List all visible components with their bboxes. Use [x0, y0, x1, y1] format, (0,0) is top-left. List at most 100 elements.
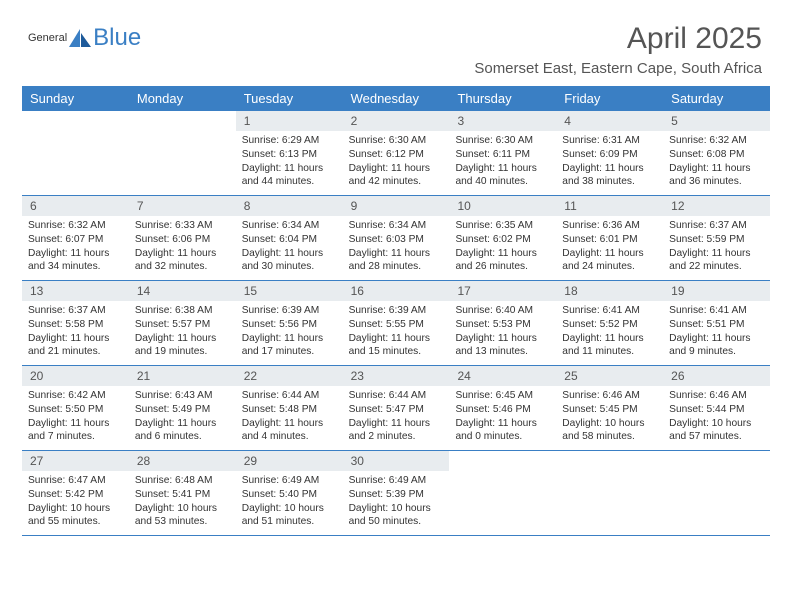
calendar-header-cell: Saturday	[663, 86, 770, 111]
calendar-day-cell: 15Sunrise: 6:39 AMSunset: 5:56 PMDayligh…	[236, 281, 343, 365]
day-number: 13	[22, 281, 129, 301]
day-body: Sunrise: 6:46 AMSunset: 5:45 PMDaylight:…	[556, 386, 663, 448]
day-body: Sunrise: 6:39 AMSunset: 5:56 PMDaylight:…	[236, 301, 343, 363]
day-number: 10	[449, 196, 556, 216]
calendar-day-cell: 25Sunrise: 6:46 AMSunset: 5:45 PMDayligh…	[556, 366, 663, 450]
day-number: 6	[22, 196, 129, 216]
calendar-day-cell: 24Sunrise: 6:45 AMSunset: 5:46 PMDayligh…	[449, 366, 556, 450]
calendar-day-cell: 3Sunrise: 6:30 AMSunset: 6:11 PMDaylight…	[449, 111, 556, 195]
day-body: Sunrise: 6:30 AMSunset: 6:12 PMDaylight:…	[343, 131, 450, 193]
calendar-day-cell: 14Sunrise: 6:38 AMSunset: 5:57 PMDayligh…	[129, 281, 236, 365]
day-body: Sunrise: 6:37 AMSunset: 5:58 PMDaylight:…	[22, 301, 129, 363]
day-number: 18	[556, 281, 663, 301]
calendar-header-row: SundayMondayTuesdayWednesdayThursdayFrid…	[22, 86, 770, 111]
day-number: 17	[449, 281, 556, 301]
day-body: Sunrise: 6:45 AMSunset: 5:46 PMDaylight:…	[449, 386, 556, 448]
day-number: 8	[236, 196, 343, 216]
calendar-day-cell	[556, 451, 663, 535]
day-body: Sunrise: 6:41 AMSunset: 5:51 PMDaylight:…	[663, 301, 770, 363]
day-number: 15	[236, 281, 343, 301]
calendar-day-cell: 16Sunrise: 6:39 AMSunset: 5:55 PMDayligh…	[343, 281, 450, 365]
calendar-week-row: 27Sunrise: 6:47 AMSunset: 5:42 PMDayligh…	[22, 451, 770, 536]
calendar-day-cell: 17Sunrise: 6:40 AMSunset: 5:53 PMDayligh…	[449, 281, 556, 365]
calendar-day-cell: 29Sunrise: 6:49 AMSunset: 5:40 PMDayligh…	[236, 451, 343, 535]
calendar-week-row: 20Sunrise: 6:42 AMSunset: 5:50 PMDayligh…	[22, 366, 770, 451]
calendar-day-cell: 18Sunrise: 6:41 AMSunset: 5:52 PMDayligh…	[556, 281, 663, 365]
day-number: 29	[236, 451, 343, 471]
calendar-day-cell: 21Sunrise: 6:43 AMSunset: 5:49 PMDayligh…	[129, 366, 236, 450]
calendar-day-cell: 4Sunrise: 6:31 AMSunset: 6:09 PMDaylight…	[556, 111, 663, 195]
calendar-day-cell: 26Sunrise: 6:46 AMSunset: 5:44 PMDayligh…	[663, 366, 770, 450]
logo-text-blue: Blue	[93, 24, 141, 52]
day-body: Sunrise: 6:35 AMSunset: 6:02 PMDaylight:…	[449, 216, 556, 278]
day-body: Sunrise: 6:31 AMSunset: 6:09 PMDaylight:…	[556, 131, 663, 193]
day-number: 3	[449, 111, 556, 131]
day-body: Sunrise: 6:37 AMSunset: 5:59 PMDaylight:…	[663, 216, 770, 278]
calendar-header-cell: Friday	[556, 86, 663, 111]
calendar-day-cell: 13Sunrise: 6:37 AMSunset: 5:58 PMDayligh…	[22, 281, 129, 365]
calendar-day-cell: 27Sunrise: 6:47 AMSunset: 5:42 PMDayligh…	[22, 451, 129, 535]
calendar-day-cell: 9Sunrise: 6:34 AMSunset: 6:03 PMDaylight…	[343, 196, 450, 280]
calendar-day-cell: 6Sunrise: 6:32 AMSunset: 6:07 PMDaylight…	[22, 196, 129, 280]
day-number: 19	[663, 281, 770, 301]
day-body: Sunrise: 6:47 AMSunset: 5:42 PMDaylight:…	[22, 471, 129, 533]
calendar-day-cell: 22Sunrise: 6:44 AMSunset: 5:48 PMDayligh…	[236, 366, 343, 450]
calendar-header-cell: Tuesday	[236, 86, 343, 111]
day-body: Sunrise: 6:32 AMSunset: 6:07 PMDaylight:…	[22, 216, 129, 278]
day-body: Sunrise: 6:29 AMSunset: 6:13 PMDaylight:…	[236, 131, 343, 193]
day-number: 16	[343, 281, 450, 301]
day-number: 14	[129, 281, 236, 301]
calendar-day-cell: 7Sunrise: 6:33 AMSunset: 6:06 PMDaylight…	[129, 196, 236, 280]
calendar-header-cell: Thursday	[449, 86, 556, 111]
calendar-day-cell: 11Sunrise: 6:36 AMSunset: 6:01 PMDayligh…	[556, 196, 663, 280]
calendar-header-cell: Wednesday	[343, 86, 450, 111]
day-body: Sunrise: 6:34 AMSunset: 6:03 PMDaylight:…	[343, 216, 450, 278]
day-body: Sunrise: 6:32 AMSunset: 6:08 PMDaylight:…	[663, 131, 770, 193]
calendar: SundayMondayTuesdayWednesdayThursdayFrid…	[22, 86, 770, 536]
day-number: 21	[129, 366, 236, 386]
calendar-day-cell: 23Sunrise: 6:44 AMSunset: 5:47 PMDayligh…	[343, 366, 450, 450]
day-number: 28	[129, 451, 236, 471]
day-body: Sunrise: 6:39 AMSunset: 5:55 PMDaylight:…	[343, 301, 450, 363]
day-number: 11	[556, 196, 663, 216]
calendar-day-cell: 20Sunrise: 6:42 AMSunset: 5:50 PMDayligh…	[22, 366, 129, 450]
day-body: Sunrise: 6:49 AMSunset: 5:39 PMDaylight:…	[343, 471, 450, 533]
day-number: 12	[663, 196, 770, 216]
day-number: 20	[22, 366, 129, 386]
day-number: 30	[343, 451, 450, 471]
day-number: 2	[343, 111, 450, 131]
day-number: 5	[663, 111, 770, 131]
day-number: 24	[449, 366, 556, 386]
day-body: Sunrise: 6:42 AMSunset: 5:50 PMDaylight:…	[22, 386, 129, 448]
day-number: 7	[129, 196, 236, 216]
day-body: Sunrise: 6:46 AMSunset: 5:44 PMDaylight:…	[663, 386, 770, 448]
logo-text-general: General	[28, 32, 67, 44]
day-number: 1	[236, 111, 343, 131]
day-body: Sunrise: 6:30 AMSunset: 6:11 PMDaylight:…	[449, 131, 556, 193]
day-body: Sunrise: 6:44 AMSunset: 5:48 PMDaylight:…	[236, 386, 343, 448]
day-number: 27	[22, 451, 129, 471]
day-body: Sunrise: 6:38 AMSunset: 5:57 PMDaylight:…	[129, 301, 236, 363]
calendar-day-cell	[449, 451, 556, 535]
calendar-day-cell	[663, 451, 770, 535]
calendar-day-cell: 5Sunrise: 6:32 AMSunset: 6:08 PMDaylight…	[663, 111, 770, 195]
calendar-day-cell	[22, 111, 129, 195]
day-body: Sunrise: 6:44 AMSunset: 5:47 PMDaylight:…	[343, 386, 450, 448]
calendar-day-cell: 28Sunrise: 6:48 AMSunset: 5:41 PMDayligh…	[129, 451, 236, 535]
day-number: 23	[343, 366, 450, 386]
day-body: Sunrise: 6:48 AMSunset: 5:41 PMDaylight:…	[129, 471, 236, 533]
calendar-header-cell: Monday	[129, 86, 236, 111]
day-body: Sunrise: 6:36 AMSunset: 6:01 PMDaylight:…	[556, 216, 663, 278]
calendar-header-cell: Sunday	[22, 86, 129, 111]
page-title: April 2025	[627, 22, 762, 56]
calendar-day-cell	[129, 111, 236, 195]
calendar-day-cell: 30Sunrise: 6:49 AMSunset: 5:39 PMDayligh…	[343, 451, 450, 535]
calendar-day-cell: 8Sunrise: 6:34 AMSunset: 6:04 PMDaylight…	[236, 196, 343, 280]
calendar-day-cell: 10Sunrise: 6:35 AMSunset: 6:02 PMDayligh…	[449, 196, 556, 280]
day-body: Sunrise: 6:40 AMSunset: 5:53 PMDaylight:…	[449, 301, 556, 363]
day-body: Sunrise: 6:34 AMSunset: 6:04 PMDaylight:…	[236, 216, 343, 278]
day-body: Sunrise: 6:33 AMSunset: 6:06 PMDaylight:…	[129, 216, 236, 278]
calendar-day-cell: 19Sunrise: 6:41 AMSunset: 5:51 PMDayligh…	[663, 281, 770, 365]
calendar-week-row: 13Sunrise: 6:37 AMSunset: 5:58 PMDayligh…	[22, 281, 770, 366]
day-number: 9	[343, 196, 450, 216]
